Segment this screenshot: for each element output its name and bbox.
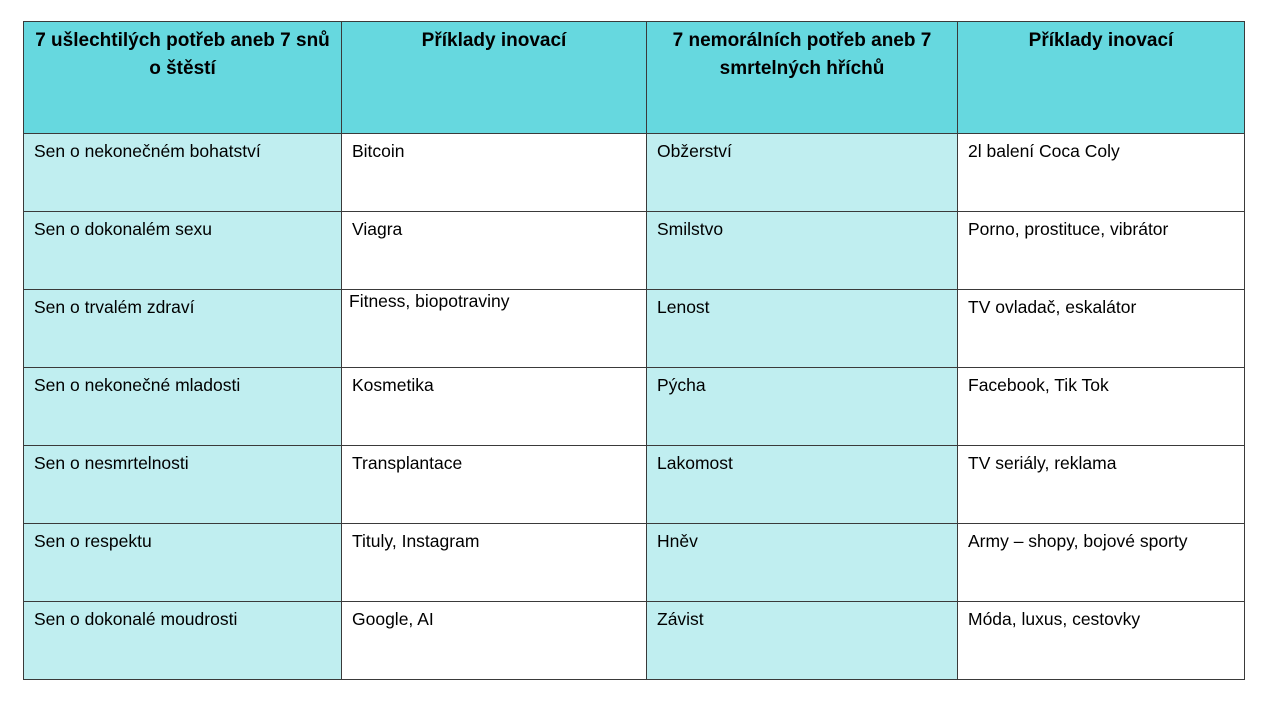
noble-innovation-cell: Transplantace: [341, 445, 647, 524]
noble-innovation-cell: Google, AI: [341, 601, 647, 680]
table-body: Sen o nekonečném bohatství Bitcoin Obžer…: [23, 133, 1245, 680]
sin-cell: Smilstvo: [646, 211, 958, 290]
dream-cell: Sen o respektu: [23, 523, 342, 602]
header-row: 7 ušlechtilých potřeb aneb 7 snů o štěst…: [23, 21, 1245, 134]
sin-innovation-cell: Móda, luxus, cestovky: [957, 601, 1245, 680]
dream-cell: Sen o dokonalém sexu: [23, 211, 342, 290]
dream-cell: Sen o nesmrtelnosti: [23, 445, 342, 524]
dream-cell: Sen o nekonečném bohatství: [23, 133, 342, 212]
noble-innovation-cell: Kosmetika: [341, 367, 647, 446]
table-row: Sen o dokonalém sexu Viagra Smilstvo Por…: [23, 211, 1245, 290]
dream-cell: Sen o nekonečné mladosti: [23, 367, 342, 446]
table-row: Sen o trvalém zdraví Fitness, biopotravi…: [23, 289, 1245, 368]
sin-cell: Lakomost: [646, 445, 958, 524]
noble-innovation-cell: Viagra: [341, 211, 647, 290]
innovation-needs-table: 7 ušlechtilých potřeb aneb 7 snů o štěst…: [23, 21, 1245, 680]
noble-innovation-text: Fitness, biopotraviny: [349, 291, 510, 311]
sin-cell: Lenost: [646, 289, 958, 368]
noble-innovation-cell: Bitcoin: [341, 133, 647, 212]
dream-cell: Sen o trvalém zdraví: [23, 289, 342, 368]
sin-innovation-cell: TV ovladač, eskalátor: [957, 289, 1245, 368]
table-row: Sen o nekonečné mladosti Kosmetika Pýcha…: [23, 367, 1245, 446]
table-header: 7 ušlechtilých potřeb aneb 7 snů o štěst…: [23, 21, 1245, 134]
dream-cell: Sen o dokonalé moudrosti: [23, 601, 342, 680]
sin-cell: Hněv: [646, 523, 958, 602]
sin-innovation-cell: Facebook, Tik Tok: [957, 367, 1245, 446]
noble-innovation-cell: Tituly, Instagram: [341, 523, 647, 602]
sin-innovation-cell: Porno, prostituce, vibrátor: [957, 211, 1245, 290]
table-row: Sen o nekonečném bohatství Bitcoin Obžer…: [23, 133, 1245, 212]
sin-innovation-cell: 2l balení Coca Coly: [957, 133, 1245, 212]
sin-cell: Pýcha: [646, 367, 958, 446]
sin-innovation-cell: TV seriály, reklama: [957, 445, 1245, 524]
sin-innovation-cell: Army – shopy, bojové sporty: [957, 523, 1245, 602]
header-innovation-examples-2: Příklady inovací: [957, 21, 1245, 134]
table-row: Sen o dokonalé moudrosti Google, AI Závi…: [23, 601, 1245, 680]
table-row: Sen o nesmrtelnosti Transplantace Lakomo…: [23, 445, 1245, 524]
sin-cell: Závist: [646, 601, 958, 680]
header-noble-needs: 7 ušlechtilých potřeb aneb 7 snů o štěst…: [23, 21, 342, 134]
sin-cell: Obžerství: [646, 133, 958, 212]
table-row: Sen o respektu Tituly, Instagram Hněv Ar…: [23, 523, 1245, 602]
header-innovation-examples-1: Příklady inovací: [341, 21, 647, 134]
header-immoral-needs: 7 nemorálních potřeb aneb 7 smrtelných h…: [646, 21, 958, 134]
noble-innovation-cell: Fitness, biopotraviny: [341, 289, 647, 368]
